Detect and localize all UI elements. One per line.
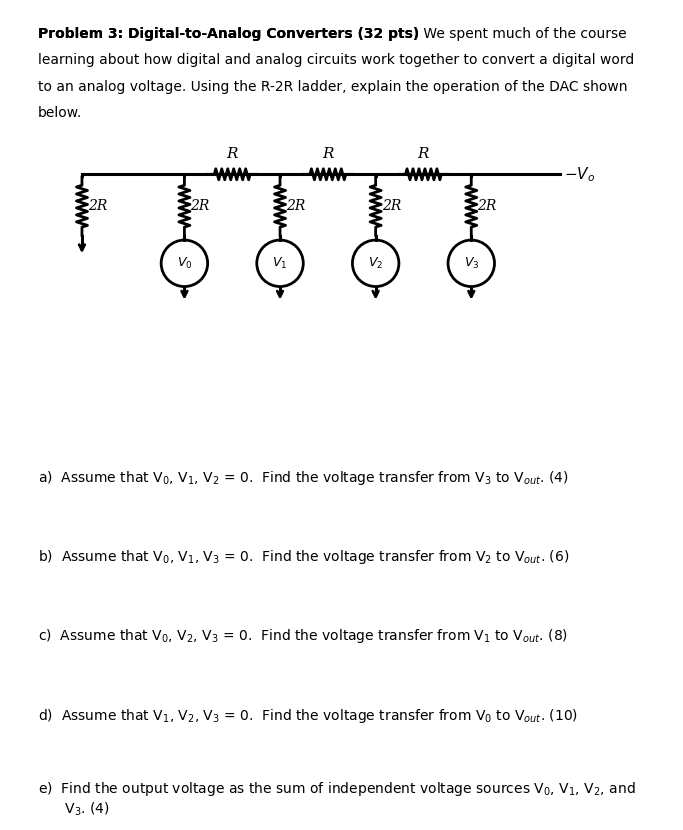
Text: Problem 3: Digital-to-Analog Converters (32 pts): Problem 3: Digital-to-Analog Converters …: [38, 27, 419, 41]
Text: c)  Assume that V$_0$, V$_2$, V$_3$ = 0.  Find the voltage transfer from V$_1$ t: c) Assume that V$_0$, V$_2$, V$_3$ = 0. …: [38, 627, 568, 645]
Text: b)  Assume that V$_0$, V$_1$, V$_3$ = 0.  Find the voltage transfer from V$_2$ t: b) Assume that V$_0$, V$_1$, V$_3$ = 0. …: [38, 548, 569, 566]
Text: Problem 3: Digital-to-Analog Converters (32 pts): Problem 3: Digital-to-Analog Converters …: [38, 27, 419, 41]
Text: 2R: 2R: [477, 199, 497, 213]
Text: to an analog voltage. Using the R-2R ladder, explain the operation of the DAC sh: to an analog voltage. Using the R-2R lad…: [38, 80, 627, 94]
Text: e)  Find the output voltage as the sum of independent voltage sources V$_0$, V$_: e) Find the output voltage as the sum of…: [38, 780, 635, 818]
Text: d)  Assume that V$_1$, V$_2$, V$_3$ = 0.  Find the voltage transfer from V$_0$ t: d) Assume that V$_1$, V$_2$, V$_3$ = 0. …: [38, 707, 578, 725]
Text: $V_3$: $V_3$: [464, 256, 479, 271]
Text: below.: below.: [38, 106, 82, 120]
Text: 2R: 2R: [88, 199, 107, 213]
Text: $V_0$: $V_0$: [177, 256, 192, 271]
Text: a)  Assume that V$_0$, V$_1$, V$_2$ = 0.  Find the voltage transfer from V$_3$ t: a) Assume that V$_0$, V$_1$, V$_2$ = 0. …: [38, 469, 568, 487]
Text: R: R: [322, 147, 333, 161]
Text: $V_2$: $V_2$: [368, 256, 383, 271]
Text: learning about how digital and analog circuits work together to convert a digita: learning about how digital and analog ci…: [38, 53, 634, 67]
Text: $-V_o$: $-V_o$: [564, 165, 596, 183]
Text: 2R: 2R: [382, 199, 401, 213]
Text: R: R: [227, 147, 238, 161]
Text: 2R: 2R: [286, 199, 305, 213]
Text: R: R: [418, 147, 429, 161]
Text: We spent much of the course: We spent much of the course: [419, 27, 626, 41]
Text: 2R: 2R: [191, 199, 210, 213]
Text: $V_1$: $V_1$: [273, 256, 288, 271]
